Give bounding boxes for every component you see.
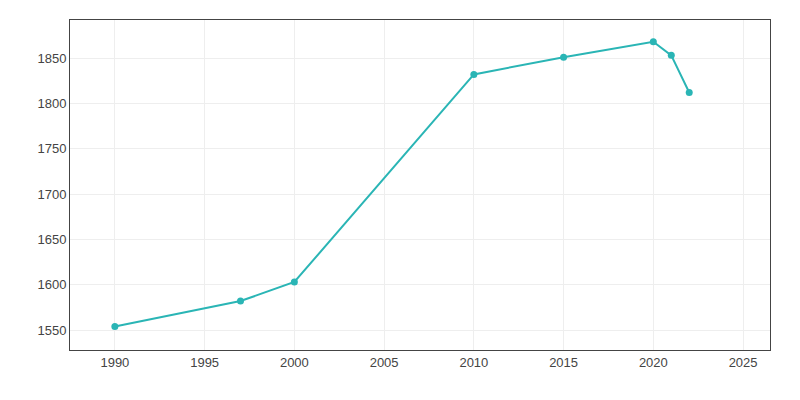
svg-text:2005: 2005 xyxy=(370,355,399,370)
svg-text:1990: 1990 xyxy=(100,355,129,370)
svg-text:2015: 2015 xyxy=(549,355,578,370)
svg-text:1750: 1750 xyxy=(37,141,66,156)
svg-text:1600: 1600 xyxy=(37,277,66,292)
svg-text:2020: 2020 xyxy=(639,355,668,370)
svg-text:1700: 1700 xyxy=(37,187,66,202)
svg-text:1850: 1850 xyxy=(37,51,66,66)
svg-text:2025: 2025 xyxy=(729,355,758,370)
svg-text:1800: 1800 xyxy=(37,96,66,111)
svg-text:2010: 2010 xyxy=(459,355,488,370)
svg-text:1550: 1550 xyxy=(37,323,66,338)
svg-text:2000: 2000 xyxy=(280,355,309,370)
svg-text:1650: 1650 xyxy=(37,232,66,247)
svg-text:1995: 1995 xyxy=(190,355,219,370)
